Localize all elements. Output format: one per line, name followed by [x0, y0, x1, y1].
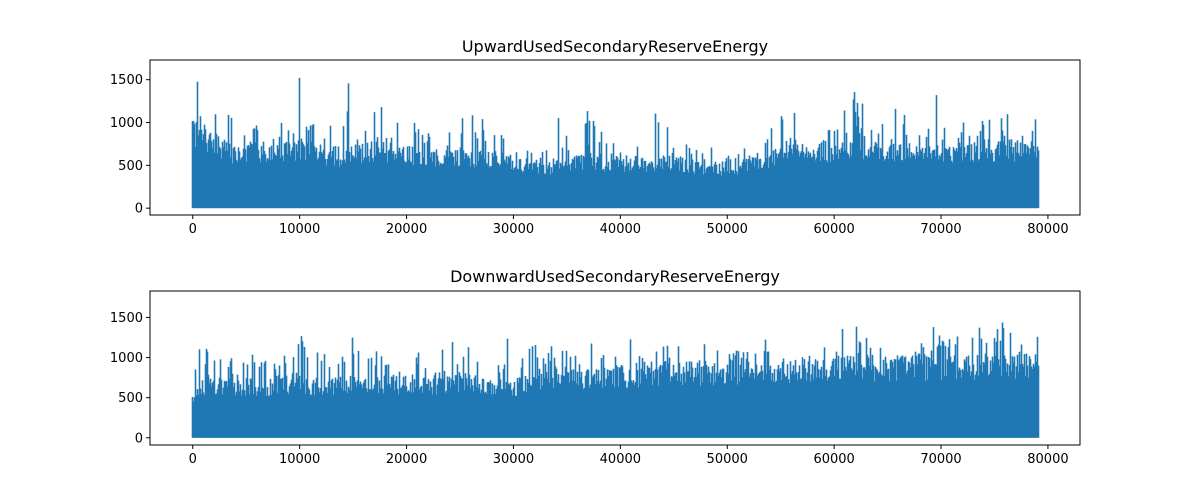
downward-x-tick-label: 80000 [1027, 452, 1068, 467]
upward-x-tick-label: 10000 [279, 222, 320, 237]
downward-x-tick-label: 20000 [386, 452, 427, 467]
upward-x-tick-label: 0 [189, 222, 197, 237]
downward-series-dense-band [193, 413, 1037, 438]
downward-x-tick-label: 10000 [279, 452, 320, 467]
downward-y-tick-label: 500 [118, 391, 143, 406]
downward-x-tick-label: 60000 [813, 452, 854, 467]
downward-y-tick-label: 1500 [110, 311, 143, 326]
downward-y-tick-label: 1000 [110, 351, 143, 366]
upward-y-tick-label: 1500 [110, 73, 143, 88]
upward-chart-title: UpwardUsedSecondaryReserveEnergy [462, 37, 768, 56]
upward-x-tick-label: 60000 [813, 222, 854, 237]
upward-x-tick-label: 20000 [386, 222, 427, 237]
upward-x-tick-label: 50000 [707, 222, 748, 237]
downward-chart-title: DownwardUsedSecondaryReserveEnergy [450, 267, 780, 286]
downward-x-tick-label: 40000 [600, 452, 641, 467]
upward-y-tick-label: 1000 [110, 116, 143, 131]
upward-x-tick-label: 70000 [920, 222, 961, 237]
upward-y-tick-label: 500 [118, 159, 143, 174]
downward-x-tick-label: 0 [189, 452, 197, 467]
upward-x-tick-label: 30000 [493, 222, 534, 237]
upward-x-tick-label: 40000 [600, 222, 641, 237]
downward-x-tick-label: 30000 [493, 452, 534, 467]
upward-series-dense-band [193, 185, 1037, 209]
upward-y-tick-label: 0 [135, 202, 143, 217]
downward-x-tick-label: 50000 [707, 452, 748, 467]
upward-x-tick-label: 80000 [1027, 222, 1068, 237]
downward-x-tick-label: 70000 [920, 452, 961, 467]
downward-y-tick-label: 0 [135, 431, 143, 446]
